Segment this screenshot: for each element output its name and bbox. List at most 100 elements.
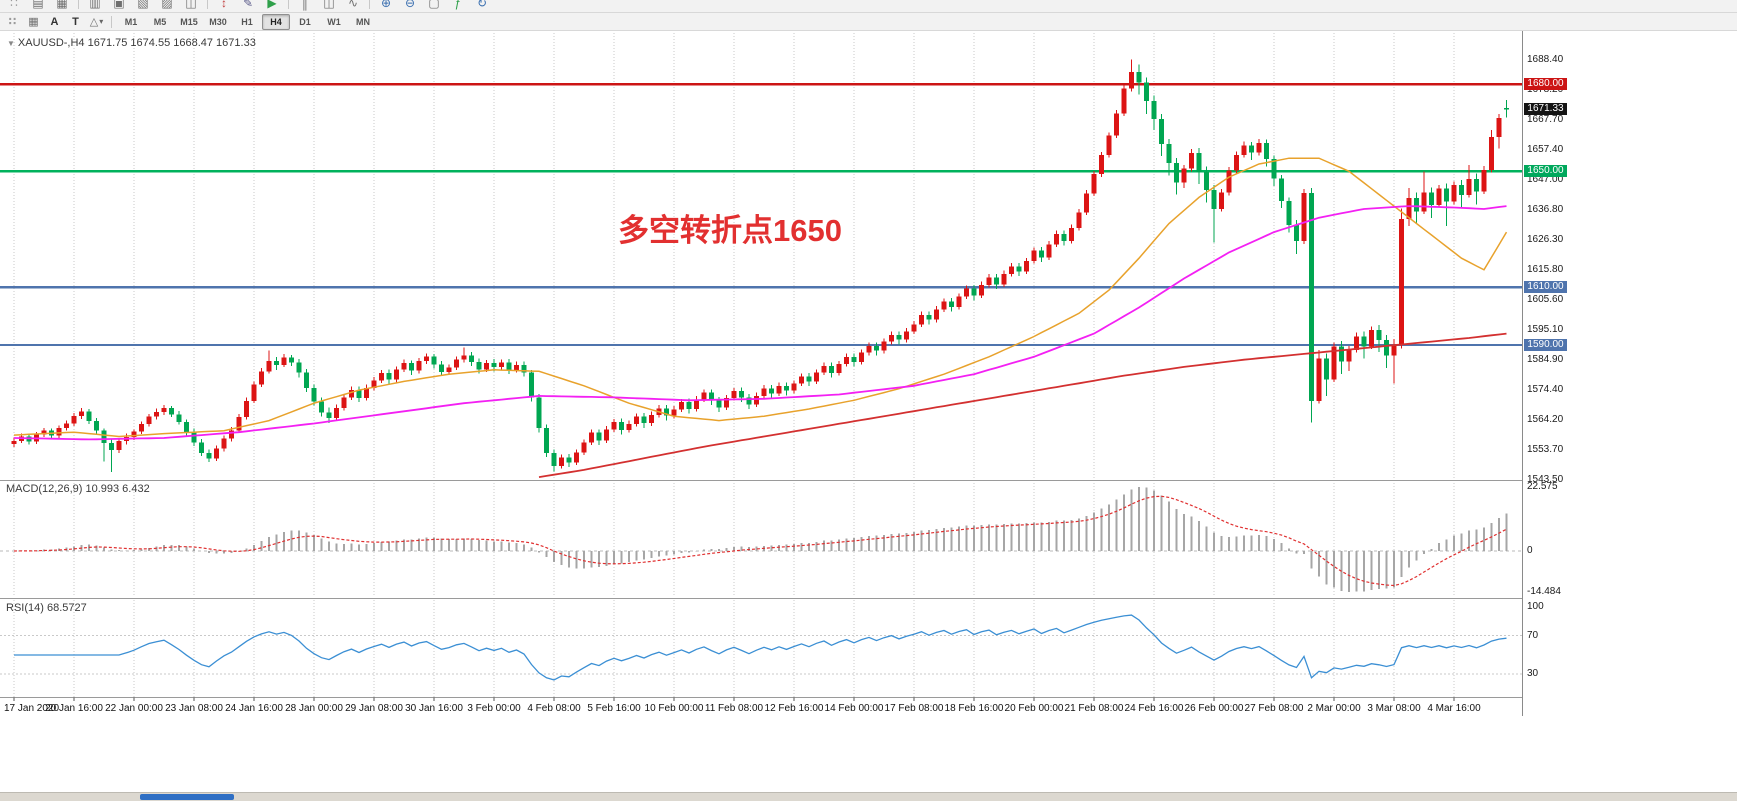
taskbar-item[interactable] bbox=[140, 794, 234, 800]
trendline-tool-button[interactable]: T bbox=[72, 15, 79, 28]
time-axis-label: 14 Feb 00:00 bbox=[825, 703, 884, 714]
price-tick-label: 1574.40 bbox=[1527, 384, 1564, 396]
auto-trading-icon[interactable]: ▶ bbox=[267, 0, 277, 10]
toolbar-separator bbox=[288, 0, 289, 9]
time-axis-label: 4 Feb 08:00 bbox=[527, 703, 581, 714]
macd-histogram bbox=[20, 487, 1508, 593]
time-axis-label: 11 Feb 08:00 bbox=[705, 703, 764, 714]
timeframe-button-h1[interactable]: H1 bbox=[241, 16, 253, 27]
time-axis-label: 10 Feb 00:00 bbox=[645, 703, 704, 714]
timeframe-button-d1[interactable]: D1 bbox=[299, 16, 311, 27]
time-axis-label: 12 Feb 16:00 bbox=[765, 703, 824, 714]
macd-title: MACD(12,26,9) 10.993 6.432 bbox=[6, 483, 150, 495]
terminal-icon[interactable]: ▨ bbox=[161, 0, 173, 10]
toolbar-separator bbox=[78, 0, 79, 9]
data-window-icon[interactable]: ▣ bbox=[113, 0, 125, 10]
price-tick-label: 1615.80 bbox=[1527, 264, 1564, 276]
time-axis-label: 22 Jan 00:00 bbox=[105, 703, 163, 714]
price-tick-label: 1564.20 bbox=[1527, 413, 1564, 425]
timeframe-button-m30[interactable]: M30 bbox=[209, 16, 227, 27]
profiles-icon[interactable]: ▦ bbox=[56, 0, 68, 10]
new-chart-icon[interactable]: ▤ bbox=[32, 0, 44, 10]
time-axis-label: 18 Feb 16:00 bbox=[945, 703, 1004, 714]
toolbar-separator bbox=[207, 0, 208, 9]
zoom-out-icon[interactable]: ⊖ bbox=[404, 0, 416, 10]
hline-1650-badge: 1650.00 bbox=[1524, 165, 1567, 178]
time-axis-label: 5 Feb 16:00 bbox=[587, 703, 641, 714]
top-toolbar: ∷ ▤ ▦ ▥ ▣ ▧ ▨ ◫ ↕ ✎ ▶ ║ ◫ ∿ ⊕ ⊖ ▢ ƒ ↻ bbox=[0, 0, 1737, 13]
chart-candles-icon[interactable]: ◫ bbox=[323, 0, 335, 10]
strategy-tester-icon[interactable]: ◫ bbox=[185, 0, 197, 10]
price-scale: 1688.401678.201667.701657.401647.001636.… bbox=[1522, 31, 1569, 716]
ma-fast-line bbox=[13, 157, 1508, 438]
rsi-line bbox=[14, 614, 1507, 681]
zoom-in-icon[interactable]: ⊕ bbox=[380, 0, 392, 10]
time-axis-label: 2 Mar 00:00 bbox=[1307, 703, 1361, 714]
price-tick-label: 1636.80 bbox=[1527, 203, 1564, 215]
new-order-icon[interactable]: ↕ bbox=[221, 0, 227, 10]
tile-windows-icon[interactable]: ▢ bbox=[428, 0, 440, 10]
toolbar-grip[interactable]: ∷ bbox=[10, 0, 18, 10]
timeframe-button-w1[interactable]: W1 bbox=[327, 16, 341, 27]
chart-title-text: XAUUSD-,H4 1671.75 1674.55 1668.47 1671.… bbox=[17, 37, 256, 49]
time-axis-label: 28 Jan 00:00 bbox=[285, 703, 343, 714]
timeframe-group: M1 M5 M15 M30 H1 H4 D1 W1 MN bbox=[117, 13, 377, 30]
time-axis-label: 27 Feb 08:00 bbox=[1245, 703, 1304, 714]
price-tick-label: 1595.10 bbox=[1527, 324, 1564, 336]
time-axis-label: 17 Jan 2020 bbox=[4, 703, 59, 714]
price-tick-label: 1626.30 bbox=[1527, 233, 1564, 245]
timeframe-button-m15[interactable]: M15 bbox=[180, 16, 198, 27]
time-axis-label: 3 Feb 00:00 bbox=[467, 703, 521, 714]
time-axis-label: 30 Jan 16:00 bbox=[405, 703, 463, 714]
shapes-tool-button[interactable]: △ ▾ bbox=[89, 16, 104, 28]
toolbar-separator bbox=[111, 15, 112, 28]
macd-tick-label: 0 bbox=[1527, 545, 1533, 556]
macd-tick-label: -14.484 bbox=[1527, 586, 1561, 598]
indicators-icon[interactable]: ƒ bbox=[454, 0, 462, 10]
timeframe-button-h4[interactable]: H4 bbox=[262, 13, 290, 30]
chart-window[interactable]: 17 Jan 2020 20 Jan 16:00 22 Jan 00:00 23 Ja… bbox=[0, 31, 1569, 716]
grid-tool-button[interactable]: ▦ bbox=[28, 16, 39, 28]
grid bbox=[13, 33, 1455, 697]
chart-annotation-text[interactable]: 多空转折点1650 bbox=[618, 213, 842, 248]
toolbar-separator bbox=[369, 0, 370, 9]
time-axis-label: 20 Jan 16:00 bbox=[45, 703, 103, 714]
macd-tick-label: 22.575 bbox=[1527, 481, 1558, 493]
chart-line-icon[interactable]: ∿ bbox=[347, 0, 359, 10]
price-tick-label: 1667.70 bbox=[1527, 113, 1564, 125]
rsi-title: RSI(14) 68.5727 bbox=[6, 602, 87, 614]
time-axis-label: 17 Feb 08:00 bbox=[885, 703, 944, 714]
market-watch-icon[interactable]: ▥ bbox=[89, 0, 101, 10]
toolbar-grip[interactable]: ∷ bbox=[8, 16, 17, 28]
chevron-down-icon: ▾ bbox=[99, 17, 104, 26]
hline-1680-badge: 1680.00 bbox=[1524, 78, 1567, 91]
timeframe-button-m1[interactable]: M1 bbox=[124, 16, 138, 27]
time-axis-label: 21 Feb 08:00 bbox=[1065, 703, 1124, 714]
macd-signal-line bbox=[13, 495, 1507, 587]
ma-slow-line bbox=[538, 332, 1507, 478]
refresh-icon[interactable]: ↻ bbox=[476, 0, 488, 10]
one-click-trading-toggle[interactable]: ▼ bbox=[7, 39, 15, 48]
time-axis-label: 4 Mar 16:00 bbox=[1427, 703, 1481, 714]
navigator-icon[interactable]: ▧ bbox=[137, 0, 149, 10]
taskbar-fragment bbox=[0, 792, 1737, 801]
chart-title: ▼ XAUUSD-,H4 1671.75 1674.55 1668.47 1671… bbox=[7, 37, 256, 49]
metaeditor-icon[interactable]: ✎ bbox=[242, 0, 254, 10]
time-axis-label: 24 Jan 16:00 bbox=[225, 703, 283, 714]
rsi-tick-label: 70 bbox=[1527, 629, 1539, 641]
ma-mid-line bbox=[13, 205, 1507, 441]
time-axis-label: 20 Feb 00:00 bbox=[1005, 703, 1064, 714]
chart-bars-icon[interactable]: ║ bbox=[300, 0, 310, 10]
hline-1590-badge: 1590.00 bbox=[1524, 339, 1567, 352]
text-tool-button[interactable]: A bbox=[50, 15, 59, 28]
time-axis-label: 26 Feb 00:00 bbox=[1185, 703, 1244, 714]
hline-1610-badge: 1610.00 bbox=[1524, 281, 1567, 294]
time-axis-label: 3 Mar 08:00 bbox=[1367, 703, 1421, 714]
timeframe-button-mn[interactable]: MN bbox=[356, 16, 370, 27]
horizontal-lines[interactable] bbox=[0, 83, 1522, 347]
timeframe-button-m5[interactable]: M5 bbox=[153, 16, 167, 27]
drawing-timeframe-toolbar: ∷ ▦ A T △ ▾ M1 M5 M15 M30 H1 H4 D1 W1 MN bbox=[0, 13, 1737, 31]
